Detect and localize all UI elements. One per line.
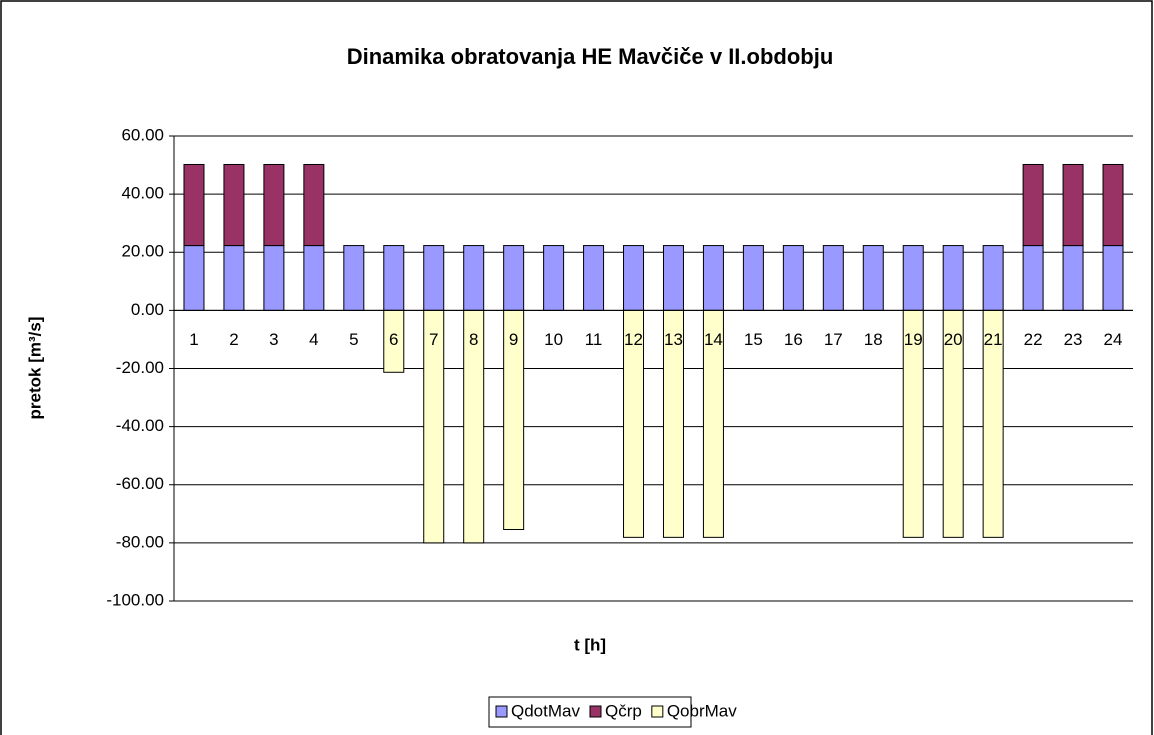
bar-segment — [343, 245, 365, 311]
x-tick-label: 18 — [864, 330, 883, 349]
y-axis-title: pretok [m³/s] — [25, 317, 44, 420]
bar-segment — [503, 245, 525, 311]
legend-swatch — [495, 705, 508, 718]
bar-segment — [822, 245, 844, 311]
x-tick-label: 14 — [704, 330, 723, 349]
x-tick-label: 10 — [544, 330, 563, 349]
bar-segment — [662, 245, 684, 311]
y-tick-label: -80.00 — [116, 532, 164, 551]
bar-segment — [702, 245, 724, 311]
x-tick-label: 17 — [824, 330, 843, 349]
y-tick-label: -40.00 — [116, 416, 164, 435]
y-tick-label: 60.00 — [121, 125, 164, 144]
bar-segment — [902, 245, 924, 311]
bar-segment — [1022, 245, 1044, 311]
bar-segment — [303, 245, 325, 311]
x-tick-label: 11 — [585, 330, 603, 349]
x-tick-label: 3 — [269, 330, 278, 349]
x-tick-label: 6 — [389, 330, 398, 349]
bar-segment — [303, 163, 325, 247]
y-tick-label: -20.00 — [116, 358, 164, 377]
bar-segment — [742, 245, 764, 311]
bar-segment — [263, 245, 285, 311]
x-tick-label: 16 — [784, 330, 803, 349]
x-tick-label: 13 — [664, 330, 683, 349]
legend-swatch — [651, 705, 664, 718]
x-tick-label: 21 — [984, 330, 1003, 349]
bar-segment — [1102, 163, 1124, 247]
bar-segment — [1022, 163, 1044, 247]
y-tick-label: -60.00 — [116, 474, 164, 493]
bar-segment — [223, 245, 245, 311]
legend-label: QobrMav — [667, 701, 737, 720]
bar-segment — [862, 245, 884, 311]
x-tick-label: 15 — [744, 330, 763, 349]
chart-title: Dinamika obratovanja HE Mavčiče v II.obd… — [347, 44, 834, 69]
x-tick-label: 1 — [189, 330, 198, 349]
x-tick-label: 7 — [429, 330, 438, 349]
bar-segment — [1062, 163, 1084, 247]
x-tick-label: 2 — [229, 330, 238, 349]
bar-segment — [383, 245, 405, 311]
x-tick-label: 12 — [624, 330, 643, 349]
bar-segment — [623, 245, 645, 311]
bar-segment — [1062, 245, 1084, 311]
bar-segment — [423, 245, 445, 311]
x-tick-label: 19 — [904, 330, 923, 349]
legend-swatch — [589, 705, 602, 718]
y-tick-label: 0.00 — [131, 300, 164, 319]
x-axis-title: t [h] — [574, 635, 606, 654]
bar-segment — [942, 245, 964, 311]
bar-segment — [463, 245, 485, 311]
bar-segment — [782, 245, 804, 311]
bar-segment — [223, 163, 245, 247]
bar-segment — [263, 163, 285, 247]
bar-segment — [183, 245, 205, 311]
x-tick-label: 22 — [1024, 330, 1043, 349]
x-tick-label: 23 — [1064, 330, 1083, 349]
x-tick-label: 5 — [349, 330, 358, 349]
x-tick-label: 8 — [469, 330, 478, 349]
legend-label: QdotMav — [511, 701, 580, 720]
x-tick-label: 9 — [509, 330, 518, 349]
x-tick-label: 24 — [1104, 330, 1123, 349]
bar-segment — [543, 245, 565, 311]
x-tick-label: 4 — [309, 330, 318, 349]
y-tick-label: 20.00 — [121, 242, 164, 261]
bar-segment — [183, 163, 205, 247]
legend-label: Qčrp — [605, 701, 642, 720]
y-tick-label: 40.00 — [121, 184, 164, 203]
x-tick-label: 20 — [944, 330, 963, 349]
bar-segment — [583, 245, 605, 311]
y-tick-label: -100.00 — [106, 590, 164, 609]
bar-segment — [1102, 245, 1124, 311]
bar-segment — [982, 245, 1004, 311]
